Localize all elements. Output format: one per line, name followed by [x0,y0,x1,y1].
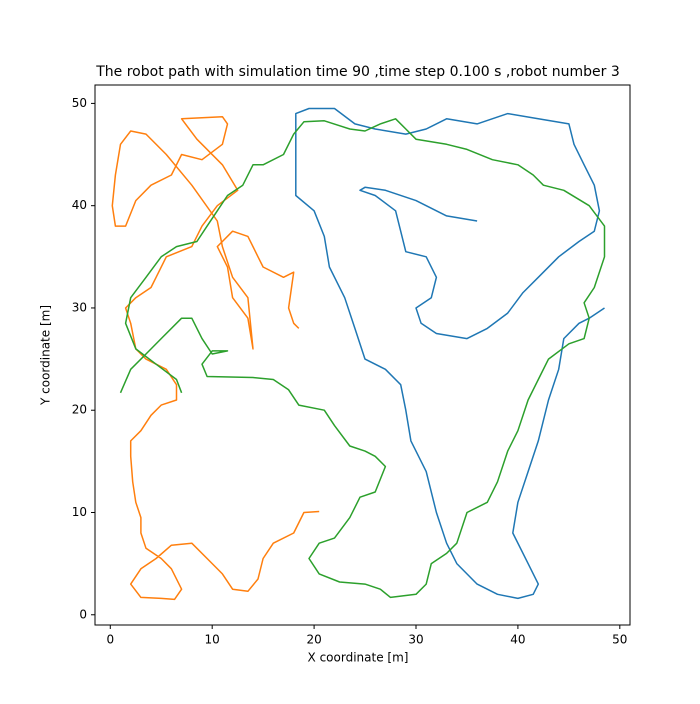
robot-path [111,115,320,601]
y-tick-label: 40 [72,198,87,212]
y-tick-label: 0 [79,607,87,621]
chart-title: The robot path with simulation time 90 ,… [95,64,620,80]
y-tick-label: 20 [72,403,87,417]
x-tick-label: 20 [306,633,321,647]
robot-path [119,118,606,599]
x-tick-label: 30 [408,633,423,647]
y-axis-label: Y coordinate [m] [39,305,53,406]
y-tick-label: 30 [72,300,87,314]
x-tick-label: 40 [510,633,525,647]
x-tick-label: 50 [612,633,627,647]
x-tick-label: 0 [106,633,114,647]
plot-frame [94,84,631,626]
x-tick-label: 10 [205,633,220,647]
robot-path [295,107,605,600]
y-tick-label: 10 [72,505,87,519]
y-tick-label: 50 [72,96,87,110]
x-axis-label: X coordinate [m] [308,651,409,665]
